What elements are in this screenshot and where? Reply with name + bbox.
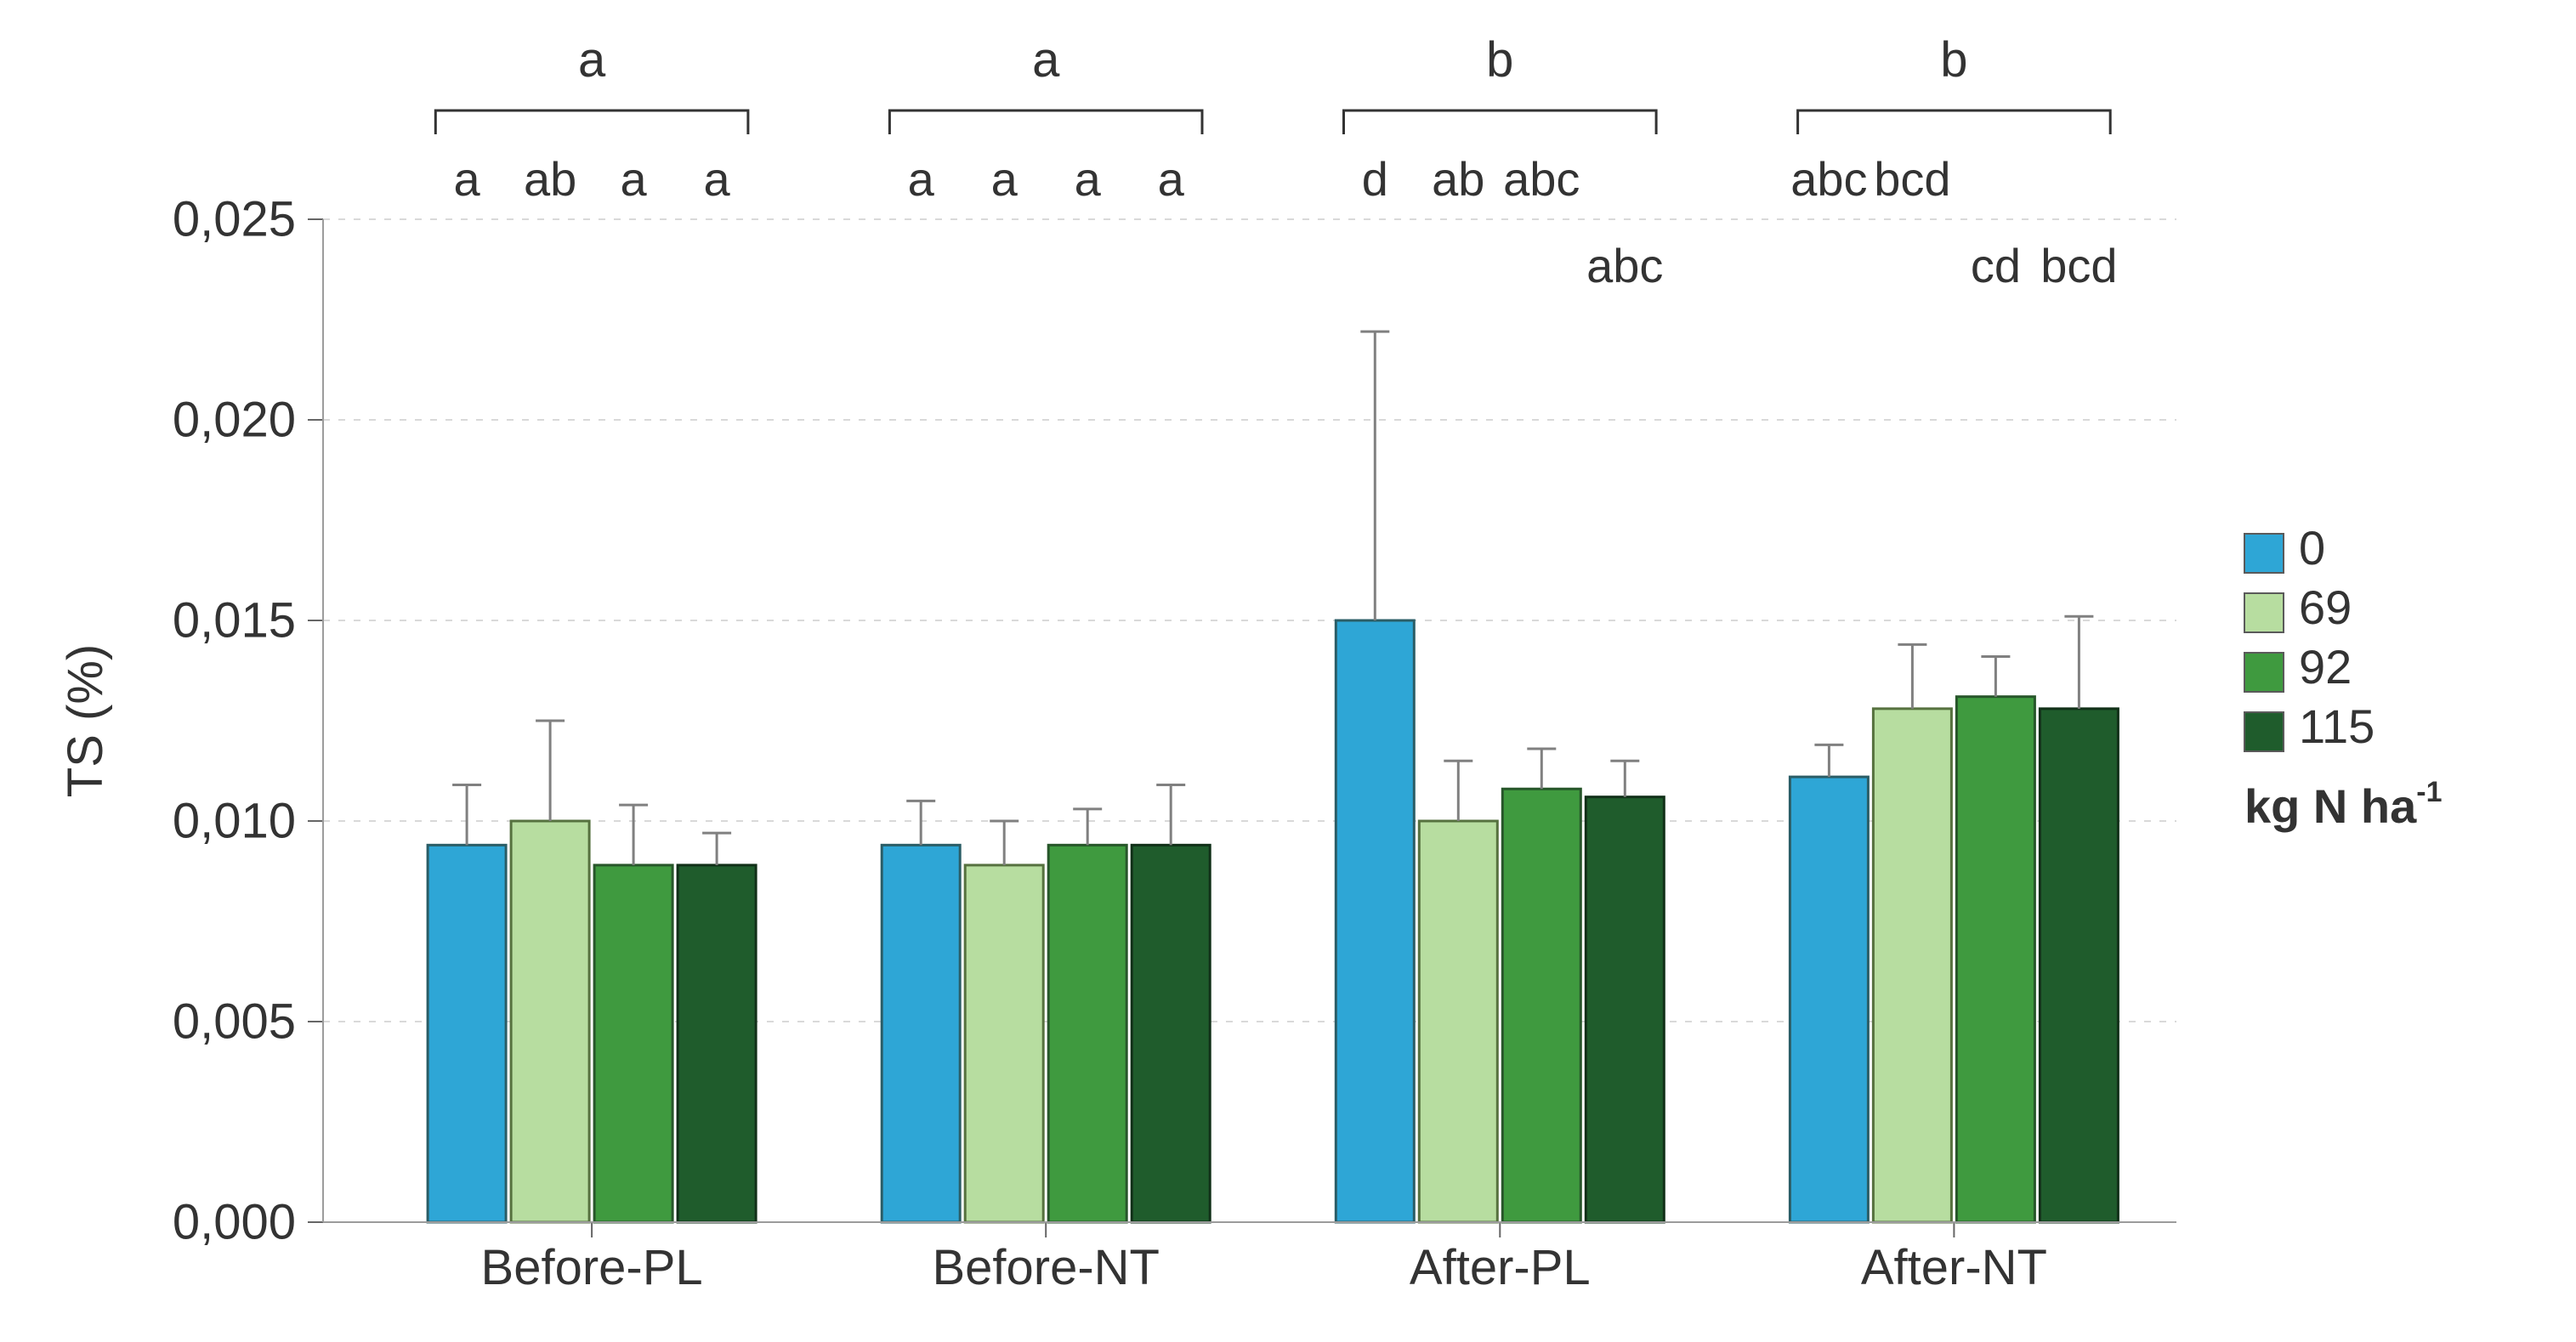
legend-swatch (2244, 653, 2284, 692)
sig-letter: bcd (2040, 239, 2117, 292)
sig-letter: cd (1971, 239, 2021, 292)
legend-label: 115 (2299, 699, 2375, 753)
bar (2040, 709, 2118, 1222)
bar (594, 865, 672, 1222)
sig-letter: abc (1586, 239, 1663, 292)
bar (1873, 709, 1951, 1222)
x-tick-label: After-PL (1410, 1240, 1591, 1295)
bar (1956, 697, 2034, 1222)
y-tick-label: 0,010 (173, 794, 296, 849)
legend-swatch (2244, 534, 2284, 573)
bar (1502, 789, 1580, 1222)
group-bracket (1798, 110, 2111, 134)
legend-label: 0 (2299, 521, 2325, 575)
group-sig-letter: b (1486, 32, 1513, 88)
bar (511, 821, 589, 1222)
legend-title: kg N ha-1 (2244, 776, 2443, 833)
group-sig-letter: b (1940, 32, 1967, 88)
y-tick-label: 0,015 (173, 593, 296, 648)
sig-letter: a (908, 152, 935, 206)
y-tick-label: 0,000 (173, 1195, 296, 1250)
bar (678, 865, 756, 1222)
y-tick-label: 0,020 (173, 393, 296, 448)
bar (1132, 845, 1210, 1222)
group-sig-letter: a (1032, 32, 1060, 88)
x-tick-label: After-NT (1861, 1240, 2047, 1295)
bar (1790, 777, 1868, 1222)
sig-letter: a (621, 152, 648, 206)
bar (882, 845, 960, 1222)
x-tick-label: Before-PL (481, 1240, 703, 1295)
ts-bar-chart: 0,000 0,005 0,010 0,015 0,020 0,025 TS (%) Befo… (0, 0, 2576, 1342)
sig-letter: a (1075, 152, 1102, 206)
sig-letter: abc (1790, 152, 1867, 206)
sig-letter: ab (1432, 152, 1484, 206)
bar (1336, 620, 1414, 1222)
group-bracket (889, 110, 1202, 134)
sig-letter: a (991, 152, 1018, 206)
y-axis-label: TS (%) (58, 644, 113, 797)
sig-letter: bcd (1874, 152, 1950, 206)
legend-label: 69 (2299, 580, 2352, 634)
group-bracket (435, 110, 748, 134)
y-tick-label: 0,025 (173, 192, 296, 247)
sig-letter: a (1158, 152, 1185, 206)
y-tick-label: 0,005 (173, 994, 296, 1050)
bar (1048, 845, 1126, 1222)
bar (1419, 821, 1497, 1222)
legend-label: 92 (2299, 640, 2352, 694)
legend-swatch (2244, 712, 2284, 751)
sig-letter: ab (524, 152, 576, 206)
sig-letter: a (454, 152, 481, 206)
legend-swatch (2244, 593, 2284, 632)
sig-letter: a (704, 152, 731, 206)
group-sig-letter: a (578, 32, 606, 88)
group-bracket (1344, 110, 1657, 134)
bar (1586, 797, 1664, 1222)
bar (965, 865, 1043, 1222)
bar (428, 845, 506, 1222)
sig-letter: abc (1503, 152, 1580, 206)
sig-letter: d (1362, 152, 1388, 206)
x-tick-label: Before-NT (932, 1240, 1160, 1295)
